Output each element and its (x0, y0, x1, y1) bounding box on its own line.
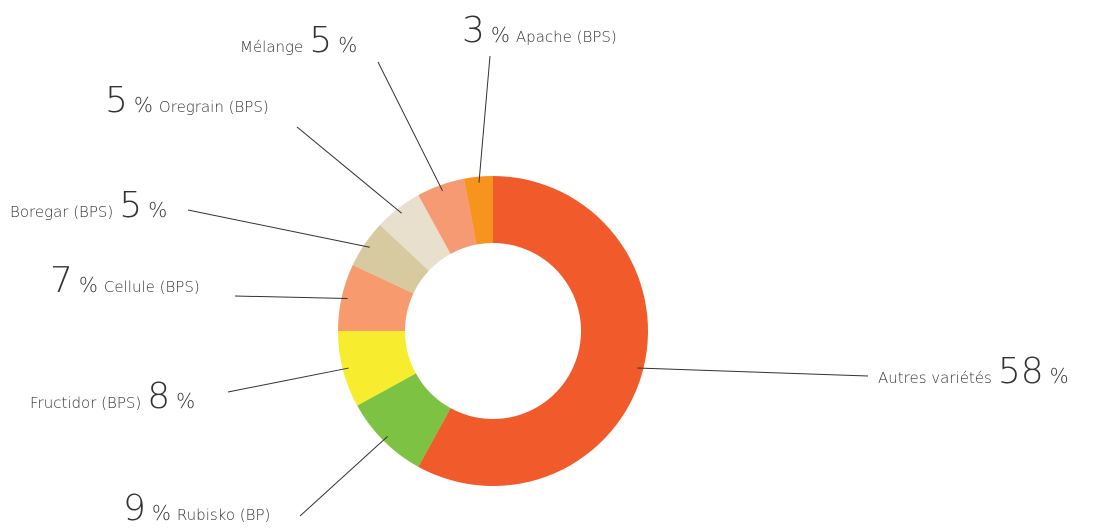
label-value: 5 (309, 20, 332, 61)
label-name: Autres variétés (878, 369, 992, 387)
label-name: Oregrain (BPS) (159, 98, 269, 116)
leader-line (299, 435, 388, 517)
label-name: Cellule (BPS) (104, 278, 200, 296)
slice-label: Autres variétés 58% (878, 351, 1069, 392)
label-value: 8 (147, 376, 170, 417)
label-value: 5 (119, 185, 142, 226)
slice (463, 176, 493, 245)
label-name: Boregar (BPS) (10, 203, 113, 221)
label-unit: % (1050, 364, 1069, 388)
leader-line (234, 295, 348, 299)
label-unit: % (338, 33, 357, 57)
slice-label: Fructidor (BPS) 8% (30, 376, 195, 417)
label-value: 7 (50, 260, 73, 301)
leader-line (187, 209, 370, 248)
label-unit: % (152, 501, 171, 525)
label-unit: % (491, 23, 510, 47)
label-value: 3 (462, 10, 485, 51)
label-unit: % (148, 198, 167, 222)
slice-label: 9% Rubisko (BP) (123, 488, 270, 529)
slice (418, 178, 477, 254)
leader-line (377, 61, 443, 192)
label-name: Apache (BPS) (516, 28, 617, 46)
label-name: Mélange (240, 38, 303, 56)
label-value: 58 (998, 351, 1044, 392)
label-name: Rubisko (BP) (177, 506, 270, 524)
leader-line (227, 367, 349, 393)
leader-line (478, 55, 491, 183)
slice-label: Mélange 5% (240, 20, 357, 61)
slice (338, 265, 414, 331)
label-unit: % (79, 273, 98, 297)
slice (338, 331, 416, 406)
label-value: 5 (105, 80, 128, 121)
slice (357, 373, 451, 467)
leader-line (296, 126, 402, 214)
slice (418, 176, 649, 487)
label-unit: % (176, 389, 195, 413)
label-value: 9 (123, 488, 146, 529)
slice (380, 195, 451, 271)
slice (352, 224, 429, 294)
slice-label: Boregar (BPS) 5% (10, 185, 167, 226)
leader-line (637, 367, 869, 377)
slice-label: 3% Apache (BPS) (462, 10, 617, 51)
label-unit: % (134, 93, 153, 117)
slice-label: 5% Oregrain (BPS) (105, 80, 269, 121)
label-name: Fructidor (BPS) (30, 394, 141, 412)
slice-label: 7% Cellule (BPS) (50, 260, 200, 301)
